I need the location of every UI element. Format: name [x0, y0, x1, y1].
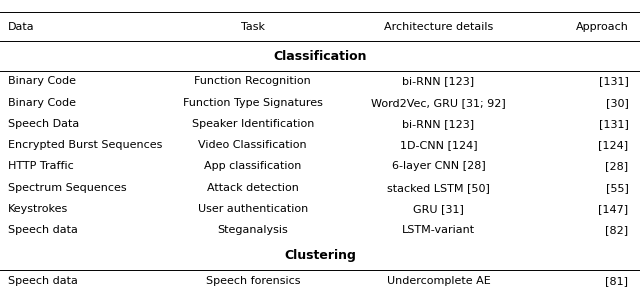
- Text: Steganalysis: Steganalysis: [218, 225, 288, 235]
- Text: Binary Code: Binary Code: [8, 98, 76, 108]
- Text: Speech data: Speech data: [8, 276, 77, 286]
- Text: HTTP Traffic: HTTP Traffic: [8, 161, 74, 171]
- Text: Binary Code: Binary Code: [8, 76, 76, 86]
- Text: Speech data: Speech data: [8, 225, 77, 235]
- Text: 1D-CNN [124]: 1D-CNN [124]: [399, 140, 477, 150]
- Text: Function Recognition: Function Recognition: [195, 76, 311, 86]
- Text: GRU [31]: GRU [31]: [413, 204, 464, 214]
- Text: Speaker Identification: Speaker Identification: [191, 119, 314, 129]
- Text: Architecture details: Architecture details: [384, 22, 493, 32]
- Text: stacked LSTM [50]: stacked LSTM [50]: [387, 183, 490, 193]
- Text: Encrypted Burst Sequences: Encrypted Burst Sequences: [8, 140, 162, 150]
- Text: Speech Data: Speech Data: [8, 119, 79, 129]
- Text: [30]: [30]: [605, 98, 628, 108]
- Text: Approach: Approach: [575, 22, 628, 32]
- Text: bi-RNN [123]: bi-RNN [123]: [403, 76, 474, 86]
- Text: bi-RNN [123]: bi-RNN [123]: [403, 119, 474, 129]
- Text: [131]: [131]: [598, 119, 628, 129]
- Text: [124]: [124]: [598, 140, 628, 150]
- Text: LSTM-variant: LSTM-variant: [402, 225, 475, 235]
- Text: Keystrokes: Keystrokes: [8, 204, 68, 214]
- Text: App classification: App classification: [204, 161, 301, 171]
- Text: Attack detection: Attack detection: [207, 183, 299, 193]
- Text: Word2Vec, GRU [31; 92]: Word2Vec, GRU [31; 92]: [371, 98, 506, 108]
- Text: [131]: [131]: [598, 76, 628, 86]
- Text: Classification: Classification: [273, 50, 367, 63]
- Text: Undercomplete AE: Undercomplete AE: [387, 276, 490, 286]
- Text: Clustering: Clustering: [284, 249, 356, 262]
- Text: [55]: [55]: [605, 183, 628, 193]
- Text: Speech forensics: Speech forensics: [205, 276, 300, 286]
- Text: Data: Data: [8, 22, 35, 32]
- Text: Spectrum Sequences: Spectrum Sequences: [8, 183, 126, 193]
- Text: [28]: [28]: [605, 161, 628, 171]
- Text: [147]: [147]: [598, 204, 628, 214]
- Text: 6-layer CNN [28]: 6-layer CNN [28]: [392, 161, 485, 171]
- Text: Function Type Signatures: Function Type Signatures: [183, 98, 323, 108]
- Text: [81]: [81]: [605, 276, 628, 286]
- Text: [82]: [82]: [605, 225, 628, 235]
- Text: User authentication: User authentication: [198, 204, 308, 214]
- Text: Video Classification: Video Classification: [198, 140, 307, 150]
- Text: Task: Task: [241, 22, 265, 32]
